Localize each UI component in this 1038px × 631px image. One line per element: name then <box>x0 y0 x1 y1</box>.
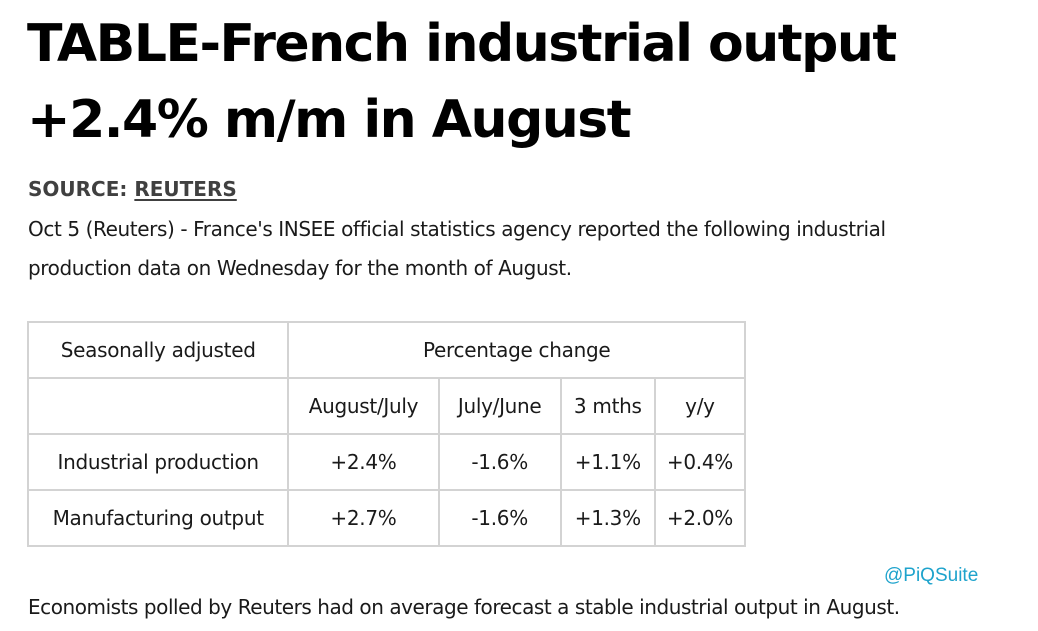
table-subheader-row: August/July July/June 3 mths y/y <box>26 377 747 435</box>
source-label: SOURCE: <box>28 177 128 201</box>
headline-line-2: +2.4% m/m in August <box>27 90 632 150</box>
headline-line-1: TABLE-French industrial output <box>27 14 897 74</box>
table-cell: +1.1% <box>559 433 656 491</box>
table-cell: +1.3% <box>559 489 656 547</box>
lead-paragraph: Oct 5 (Reuters) - France's INSEE officia… <box>28 210 1028 288</box>
empty-header-cell <box>26 377 290 435</box>
lead-line-2: production data on Wednesday for the mon… <box>28 256 572 280</box>
footer-paragraph: Economists polled by Reuters had on aver… <box>28 595 900 619</box>
column-header-y-y: y/y <box>653 377 747 435</box>
table-row: Manufacturing output +2.7% -1.6% +1.3% +… <box>26 489 747 547</box>
headline: TABLE-French industrial output +2.4% m/m… <box>27 6 1027 158</box>
source-link[interactable]: REUTERS <box>134 177 237 201</box>
group-header-cell: Percentage change <box>287 321 746 379</box>
table-cell: +0.4% <box>653 433 747 491</box>
column-header-july-june: July/June <box>437 377 562 435</box>
lead-line-1: Oct 5 (Reuters) - France's INSEE officia… <box>28 217 886 241</box>
table-cell: +2.7% <box>287 489 440 547</box>
table-row: Industrial production +2.4% -1.6% +1.1% … <box>26 433 747 491</box>
table-cell: -1.6% <box>437 433 562 491</box>
column-header-august-july: August/July <box>287 377 440 435</box>
table-cell: +2.0% <box>653 489 747 547</box>
table-cell: +2.4% <box>287 433 440 491</box>
corner-header-cell: Seasonally adjusted <box>26 321 290 379</box>
table-cell: -1.6% <box>437 489 562 547</box>
data-table: Seasonally adjusted Percentage change Au… <box>26 321 747 547</box>
row-label-industrial-production: Industrial production <box>26 433 290 491</box>
table-header-row: Seasonally adjusted Percentage change <box>26 321 746 379</box>
column-header-3-mths: 3 mths <box>559 377 656 435</box>
watermark-text: @PiQSuite <box>884 565 979 586</box>
source-line: SOURCE: REUTERS <box>28 175 237 203</box>
row-label-manufacturing-output: Manufacturing output <box>26 489 290 547</box>
